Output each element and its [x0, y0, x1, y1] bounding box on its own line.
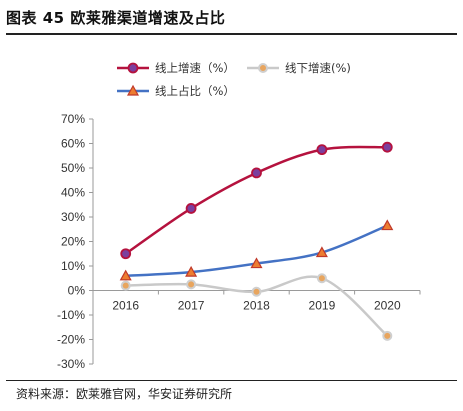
source-note: 资料来源：欧莱雅官网，华安证券研究所 — [16, 387, 233, 401]
legend-label: 线下增速(%) — [285, 61, 351, 75]
data-point — [381, 141, 393, 153]
data-point — [315, 246, 328, 258]
data-point — [251, 286, 262, 297]
data-point — [251, 167, 262, 179]
legend-marker — [126, 84, 140, 96]
legend-item: 线上占比（%） — [117, 84, 235, 98]
title-rule — [6, 33, 457, 35]
x-tick-label: 2017 — [178, 299, 205, 313]
data-point — [382, 330, 393, 341]
data-point — [120, 248, 132, 260]
data-point — [186, 279, 197, 290]
y-tick-label: 70% — [61, 112, 85, 126]
legend: 线上增速（%） 线下增速(%) 线上占比（%） — [117, 61, 351, 98]
data-point — [185, 265, 198, 277]
data-point — [316, 144, 328, 156]
data-point — [250, 257, 263, 269]
source-rule — [6, 380, 457, 381]
legend-marker — [127, 62, 139, 74]
series-online-growth — [120, 141, 393, 260]
series-offline-growth — [120, 273, 393, 341]
data-point — [120, 280, 131, 291]
y-tick-label: 0% — [68, 284, 86, 298]
x-tick-label: 2020 — [374, 299, 401, 313]
legend-label: 线上增速（%） — [155, 61, 235, 75]
y-tick-label: -10% — [57, 308, 85, 322]
y-tick-label: -20% — [57, 333, 85, 347]
legend-item: 线上增速（%） — [117, 61, 235, 75]
series-layer — [119, 141, 394, 341]
data-point — [119, 269, 132, 281]
y-tick-label: 60% — [61, 137, 85, 151]
series-line — [124, 145, 389, 255]
x-tick-label: 2019 — [309, 299, 336, 313]
legend-label: 线上占比（%） — [155, 84, 235, 98]
y-tick-label: 20% — [61, 235, 85, 249]
data-point — [316, 273, 327, 284]
line-chart: 线上增速（%） 线下增速(%) 线上占比（%） -30% -20% -10% 0% 10% 2… — [57, 61, 421, 371]
legend-marker — [258, 63, 268, 73]
y-tick-label: 40% — [61, 186, 85, 200]
data-point — [185, 203, 197, 214]
series-online-share — [119, 219, 394, 281]
y-tick-label: 10% — [61, 259, 85, 273]
y-axis: -30% -20% -10% 0% 10% 20% 30% 40% 50% 60% 70% — [57, 112, 94, 371]
x-tick-label: 2016 — [112, 299, 139, 313]
y-tick-label: 30% — [61, 210, 85, 224]
y-tick-label: -30% — [57, 357, 85, 371]
y-tick-label: 50% — [61, 161, 85, 175]
data-point — [381, 219, 394, 231]
series-line — [124, 224, 389, 278]
chart-title: 图表 45 欧莱雅渠道增速及占比 — [6, 9, 226, 27]
x-tick-label: 2018 — [243, 299, 270, 313]
legend-item: 线下增速(%) — [247, 61, 351, 75]
